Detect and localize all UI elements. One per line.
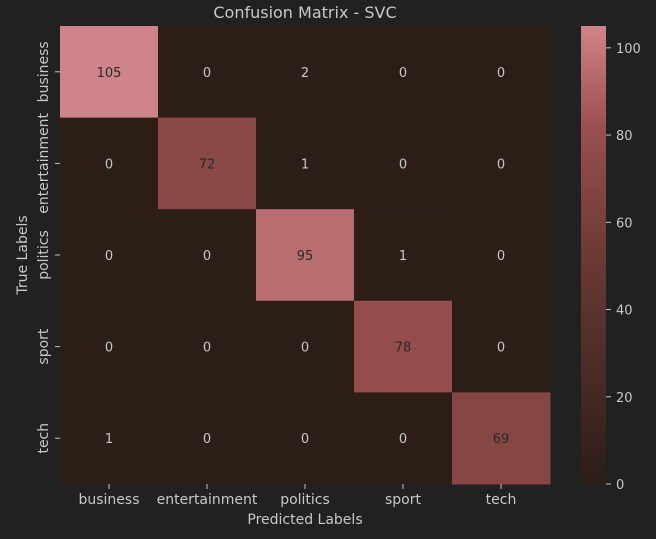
cell-value-label: 0 — [301, 432, 309, 447]
cell-value-label: 95 — [297, 249, 314, 264]
cell-value-label: 0 — [105, 249, 113, 264]
heatmap-cell — [354, 392, 453, 485]
cell-value-label: 0 — [105, 341, 113, 356]
heatmap-cell — [60, 300, 159, 393]
heatmap-cell — [60, 117, 159, 210]
y-tick-label: tech — [36, 423, 52, 454]
cell-value-label: 1 — [399, 249, 407, 264]
chart-title: Confusion Matrix - SVC — [213, 3, 396, 22]
x-tick-label: politics — [280, 492, 330, 508]
cell-value-label: 0 — [203, 249, 211, 264]
y-axis-ticks: business entertainment politics sport tech — [36, 41, 60, 454]
heatmap-cells: 105 0 2 0 0 0 72 1 0 0 0 0 95 1 0 0 0 0 78 0 1 0 0 0 69 — [60, 26, 551, 485]
colorbar-tick-label: 60 — [616, 216, 633, 231]
heatmap-cell — [158, 300, 257, 393]
cell-value-label: 1 — [105, 432, 113, 447]
cell-value-label: 0 — [399, 157, 407, 172]
cell-value-label: 0 — [497, 157, 505, 172]
colorbar-tick-label: 40 — [616, 304, 633, 319]
cell-value-label: 72 — [199, 157, 216, 172]
heatmap-cell — [452, 392, 551, 485]
y-tick-label: entertainment — [36, 112, 52, 213]
heatmap-cell — [354, 117, 453, 210]
heatmap-cell — [256, 392, 355, 485]
cell-value-label: 0 — [399, 432, 407, 447]
x-tick-label: sport — [385, 492, 422, 508]
cell-value-label: 0 — [203, 66, 211, 81]
cell-value-label: 2 — [301, 66, 309, 81]
y-tick-label: politics — [36, 230, 52, 280]
heatmap-cell — [452, 26, 551, 119]
cell-value-label: 0 — [399, 66, 407, 81]
heatmap-cell — [452, 209, 551, 302]
cell-value-label: 0 — [497, 341, 505, 356]
x-tick-label: business — [78, 492, 139, 508]
heatmap-cell — [60, 392, 159, 485]
heatmap-cell — [60, 209, 159, 302]
heatmap-cell — [60, 26, 159, 119]
y-tick-label: sport — [36, 328, 52, 365]
cell-value-label: 105 — [97, 66, 122, 81]
cell-value-label: 0 — [497, 66, 505, 81]
heatmap-cell — [158, 26, 257, 119]
colorbar-tick-label: 0 — [616, 478, 624, 493]
heatmap-cell — [256, 300, 355, 393]
cell-value-label: 0 — [301, 341, 309, 356]
colorbar-tick-label: 80 — [616, 129, 633, 144]
cell-value-label: 69 — [493, 432, 510, 447]
x-tick-label: entertainment — [157, 492, 258, 508]
heatmap-cell — [354, 209, 453, 302]
y-tick-label: business — [36, 41, 52, 102]
colorbar-ticks: 0 20 40 60 80 100 — [606, 42, 641, 493]
cell-value-label: 0 — [105, 157, 113, 172]
heatmap-cell — [158, 117, 257, 210]
heatmap-cell — [158, 392, 257, 485]
heatmap-cell — [158, 209, 257, 302]
x-axis-label: Predicted Labels — [247, 512, 362, 528]
cell-value-label: 0 — [497, 249, 505, 264]
x-tick-label: tech — [486, 492, 517, 508]
heatmap-cell — [256, 26, 355, 119]
cell-value-label: 0 — [203, 432, 211, 447]
cell-value-label: 1 — [301, 157, 309, 172]
heatmap-cell — [256, 117, 355, 210]
x-axis-ticks: business entertainment politics sport tech — [78, 484, 516, 508]
colorbar-tick-label: 20 — [616, 391, 633, 406]
cell-value-label: 78 — [395, 341, 412, 356]
heatmap-cell — [452, 300, 551, 393]
heatmap-cell — [354, 26, 453, 119]
heatmap-cell — [452, 117, 551, 210]
cell-value-label: 0 — [203, 341, 211, 356]
colorbar — [581, 26, 606, 484]
heatmap-cell — [354, 300, 453, 393]
heatmap-cell — [256, 209, 355, 302]
y-axis-label: True Labels — [15, 215, 31, 295]
colorbar-tick-label: 100 — [616, 42, 641, 57]
